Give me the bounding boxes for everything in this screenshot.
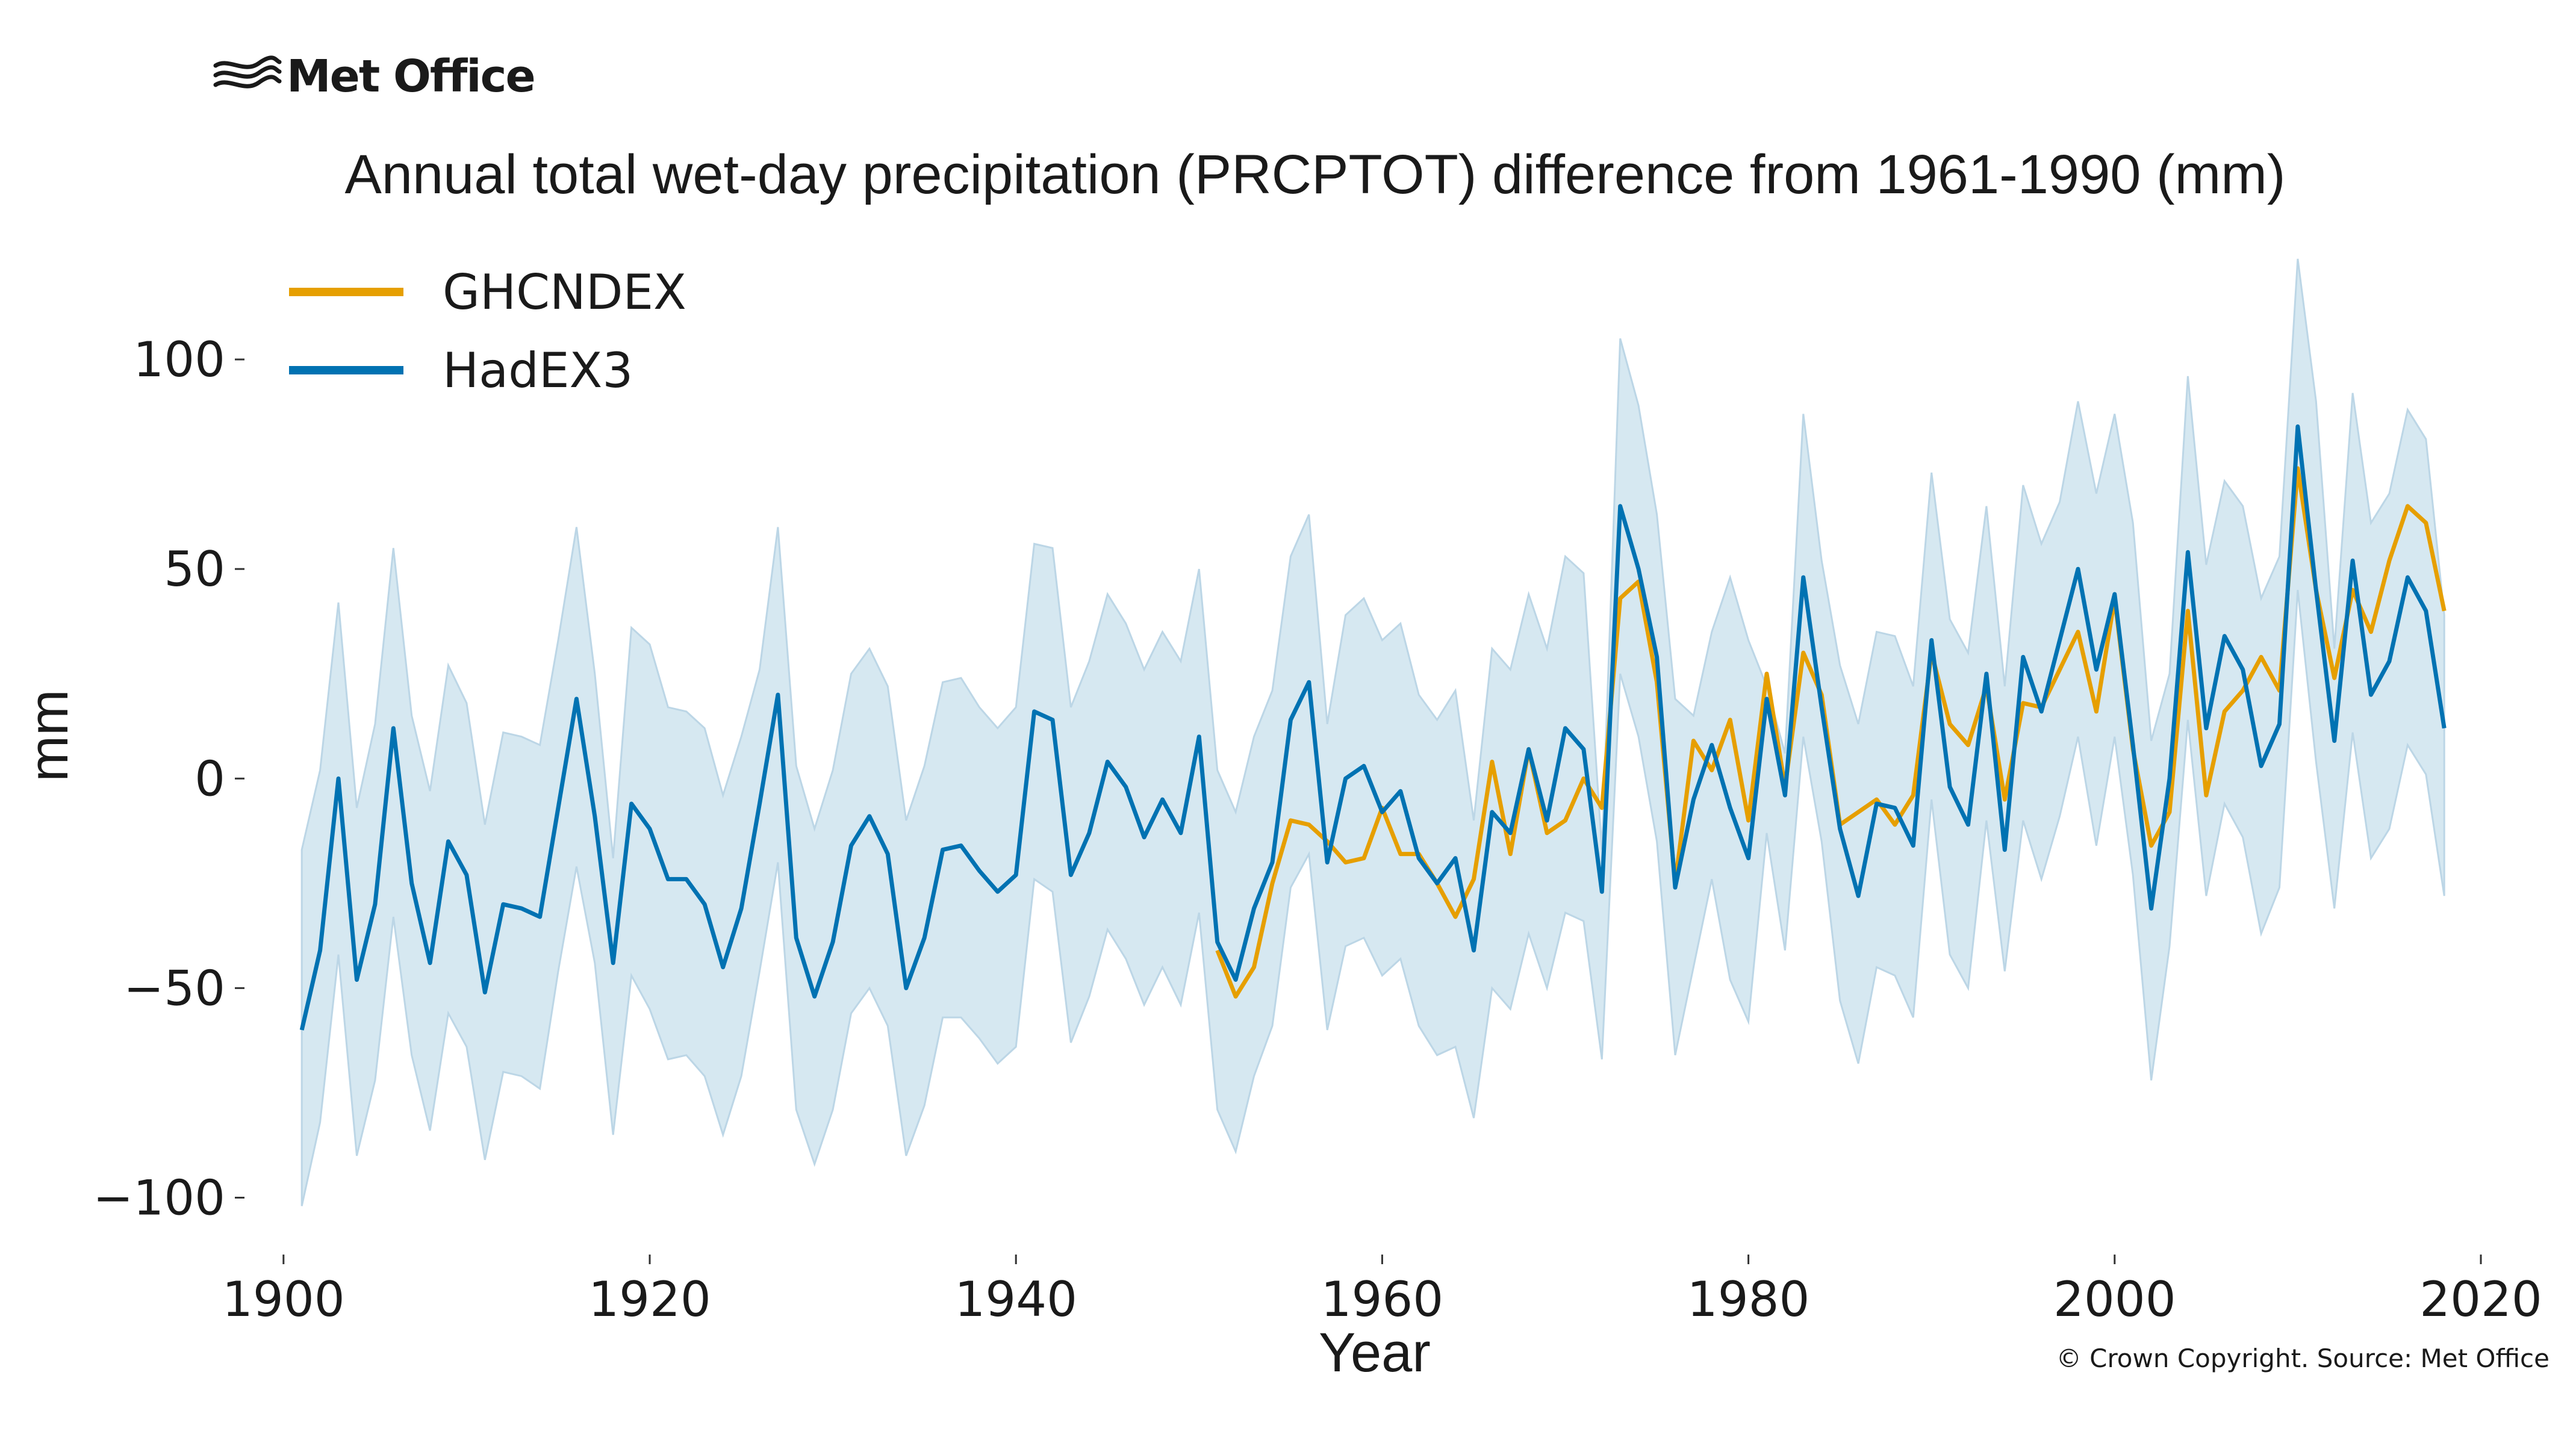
legend-swatch-hadex3	[289, 366, 403, 374]
x-tick-label: 2020	[2419, 1271, 2542, 1327]
uncertainty-band-layer	[300, 258, 2445, 1206]
y-tick-label: 0	[194, 751, 225, 807]
uncertainty-band	[300, 258, 2445, 1206]
x-tick-label: 1920	[588, 1271, 711, 1327]
x-tick-label: 1900	[222, 1271, 345, 1327]
y-axis: 100 50 0 −50 −100	[93, 332, 244, 1226]
y-axis-label: mm	[18, 689, 79, 781]
y-tick-label: −50	[123, 960, 225, 1016]
y-tick-label: −100	[93, 1170, 225, 1226]
series-layer	[299, 424, 2447, 1031]
met-office-logo: Met Office	[211, 49, 536, 104]
x-axis: 1900 1920 1940 1960 1980 2000 2020	[222, 1255, 2542, 1327]
y-tick-label: 50	[164, 541, 225, 597]
legend: GHCNDEX HadEX3	[289, 253, 686, 409]
brand-name: Met Office	[287, 51, 536, 102]
x-tick-label: 1980	[1687, 1271, 1810, 1327]
legend-swatch-ghcndex	[289, 288, 403, 296]
x-tick-label: 1940	[954, 1271, 1077, 1327]
met-office-waves-icon	[213, 55, 282, 88]
chart-title: Annual total wet-day precipitation (PRCP…	[344, 144, 2286, 205]
series-line-hadex3	[299, 424, 2447, 1031]
x-axis-label: Year	[1319, 1322, 1431, 1383]
legend-item-hadex3: HadEX3	[289, 331, 686, 409]
legend-label-hadex3: HadEX3	[443, 342, 633, 399]
x-tick-label: 1960	[1321, 1271, 1444, 1327]
legend-label-ghcndex: GHCNDEX	[443, 264, 686, 320]
y-tick-label: 100	[133, 332, 225, 388]
x-tick-label: 2000	[2053, 1271, 2176, 1327]
legend-item-ghcndex: GHCNDEX	[289, 253, 686, 331]
copyright-notice: © Crown Copyright. Source: Met Office	[2056, 1344, 2550, 1373]
